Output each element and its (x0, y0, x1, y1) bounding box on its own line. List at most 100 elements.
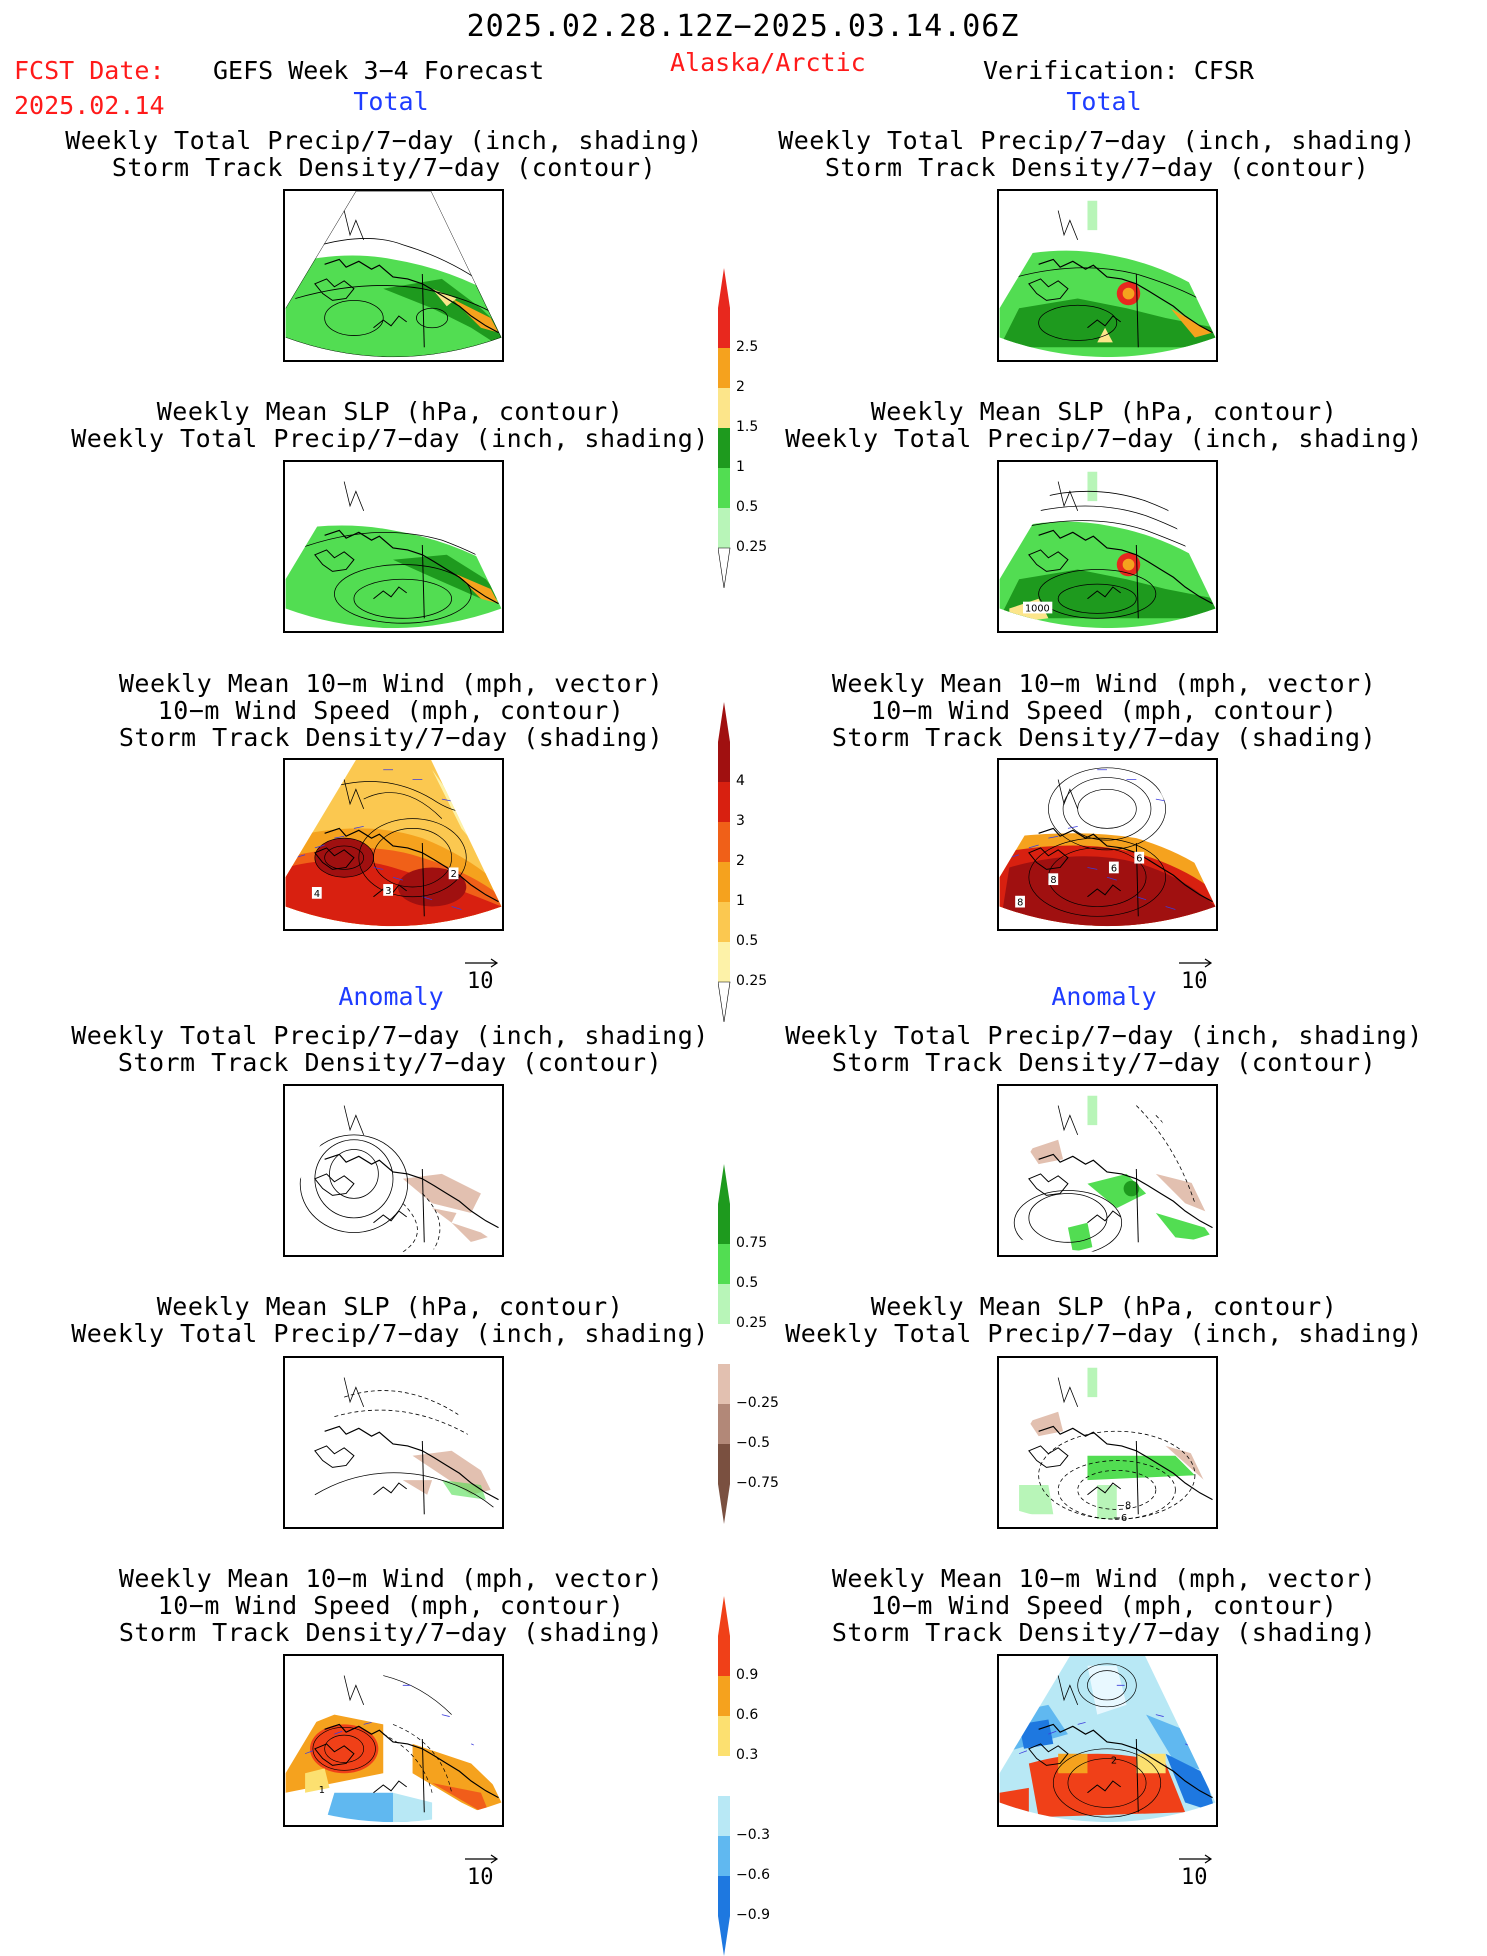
fcst-date-value: 2025.02.14 (14, 91, 165, 120)
map-verif-precip-total (997, 189, 1218, 362)
colorbar-segment (718, 862, 730, 902)
contour-label: 3 (385, 886, 391, 897)
panel-title-verif-precip: Weekly Total Precip/7−day (inch, shading… (778, 126, 1416, 182)
colorbar-top-triangle (718, 268, 730, 308)
panel-title-verif-precip-anom: Weekly Total Precip/7−day (inch, shading… (785, 1021, 1423, 1077)
colorbar-label: 0.5 (736, 1275, 759, 1291)
colorbar-segment (718, 1716, 730, 1756)
colorbar-segment (718, 1324, 730, 1364)
colorbar-segment (718, 1444, 730, 1484)
section-anomaly-left: Anomaly (338, 982, 444, 1011)
colorbar-label: −0.6 (736, 1867, 770, 1883)
colorbar-label: 0.25 (736, 1315, 768, 1331)
colorbar-label: 2 (736, 853, 745, 869)
colorbar-label: 2.5 (736, 339, 759, 355)
map-fcst-wind-total: 4 3 2 (283, 758, 504, 931)
map-verif-wind-anom: 2 (997, 1654, 1218, 1827)
colorbar-std-total: 4 3 2 1 0.5 0.25 (718, 702, 788, 1022)
colorbar-segment (718, 428, 730, 468)
colorbar-segment (718, 308, 730, 348)
panel-title-fcst-slp-anom: Weekly Mean SLP (hPa, contour) Weekly Tot… (71, 1292, 709, 1348)
contour-label: 6 (1111, 863, 1117, 874)
map-fcst-precip-total (283, 189, 504, 362)
colorbar-segment (718, 1756, 730, 1796)
colorbar-segment (718, 902, 730, 942)
colorbar-top-triangle (718, 702, 730, 742)
colorbar-label: 0.25 (736, 539, 768, 555)
contour-label: −8 (1117, 1500, 1131, 1511)
colorbar-label: 1 (736, 459, 745, 475)
colorbar-segment (718, 348, 730, 388)
panel-title-fcst-wind: Weekly Mean 10−m Wind (mph, vector) 10−m … (118, 669, 664, 752)
colorbar-label: 1 (736, 893, 745, 909)
colorbar-top-triangle (718, 1164, 730, 1204)
panel-title-fcst-slp: Weekly Mean SLP (hPa, contour) Weekly Tot… (71, 397, 709, 453)
colorbar-segment (718, 1676, 730, 1716)
contour-label: 1 (319, 1785, 325, 1796)
colorbar-segment (718, 388, 730, 428)
colorbar-label: 0.25 (736, 973, 768, 989)
colorbar-precip-total: 2.5 2 1.5 1 0.5 0.25 (718, 268, 788, 588)
colorbar-label: −0.75 (736, 1475, 779, 1491)
colorbar-label: −0.3 (736, 1827, 770, 1843)
colorbar-label: 0.6 (736, 1707, 759, 1723)
colorbar-label: 0.9 (736, 1667, 759, 1683)
colorbar-bottom-triangle (718, 1484, 730, 1524)
panel-title-fcst-wind-anom: Weekly Mean 10−m Wind (mph, vector) 10−m … (118, 1564, 664, 1647)
colorbar-precip-anom: 0.75 0.5 0.25 −0.25 −0.5 −0.75 (718, 1164, 798, 1524)
verification-title: Verification: CFSR (983, 56, 1254, 85)
colorbar-bottom-triangle (718, 547, 731, 588)
colorbar-segment (718, 1284, 730, 1324)
colorbar-segment (718, 1876, 730, 1916)
fcst-date-label: FCST Date: (14, 56, 165, 85)
section-total-right: Total (1066, 87, 1142, 116)
colorbar-graphic (718, 702, 731, 1022)
forecast-title: GEFS Week 3−4 Forecast (213, 56, 545, 85)
contour-label: 6 (1136, 854, 1142, 865)
map-fcst-wind-anom: 1 (283, 1654, 504, 1827)
map-verif-precip-anom (997, 1084, 1218, 1257)
colorbar-segment (718, 1404, 730, 1444)
panel-title-verif-wind: Weekly Mean 10−m Wind (mph, vector) 10−m … (831, 669, 1377, 752)
map-fcst-slp-total (283, 460, 504, 633)
colorbar-label: 0.75 (736, 1235, 768, 1251)
contour-label: 2 (1111, 1755, 1117, 1766)
colorbar-segment (718, 782, 730, 822)
colorbar-label: 4 (736, 773, 745, 789)
colorbar-segment (718, 1636, 730, 1676)
panel-title-verif-slp: Weekly Mean SLP (hPa, contour) Weekly Tot… (785, 397, 1423, 453)
contour-label: −6 (1113, 1513, 1127, 1524)
panel-title-verif-slp-anom: Weekly Mean SLP (hPa, contour) Weekly Tot… (785, 1292, 1423, 1348)
section-anomaly-right: Anomaly (1051, 982, 1157, 1011)
contour-label: 8 (1017, 898, 1023, 909)
map-fcst-precip-anom (283, 1084, 504, 1257)
colorbar-segment (718, 742, 730, 782)
colorbar-std-anom: 0.9 0.6 0.3 −0.3 −0.6 −0.9 (718, 1596, 798, 1956)
colorbar-segment (718, 822, 730, 862)
colorbar-segment (718, 1796, 730, 1836)
colorbar-segment (718, 508, 730, 548)
map-verif-wind-total: 8 8 6 6 (997, 758, 1218, 931)
panel-title-fcst-precip: Weekly Total Precip/7−day (inch, shading… (65, 126, 703, 182)
contour-label: 8 (1050, 875, 1056, 886)
colorbar-bottom-triangle (718, 981, 731, 1022)
colorbar-label: 0.5 (736, 933, 759, 949)
colorbar-top-triangle (718, 1596, 730, 1636)
colorbar-label: 0.3 (736, 1747, 759, 1763)
colorbar-label: −0.5 (736, 1435, 770, 1451)
section-total-left: Total (353, 87, 429, 116)
colorbar-label: −0.25 (736, 1395, 779, 1411)
colorbar-segment (718, 1836, 730, 1876)
colorbar-segment (718, 468, 730, 508)
colorbar-segment (718, 942, 730, 982)
colorbar-graphic (718, 268, 731, 588)
colorbar-segment (718, 1204, 730, 1244)
map-verif-slp-total: 1000 (997, 460, 1218, 633)
colorbar-label: 2 (736, 379, 745, 395)
colorbar-segment (718, 1244, 730, 1284)
contour-label: 1000 (1025, 603, 1050, 614)
colorbar-label: −0.9 (736, 1907, 770, 1923)
colorbar-label: 0.5 (736, 499, 759, 515)
colorbar-segment (718, 1364, 730, 1404)
colorbar-graphic (718, 1596, 730, 1956)
